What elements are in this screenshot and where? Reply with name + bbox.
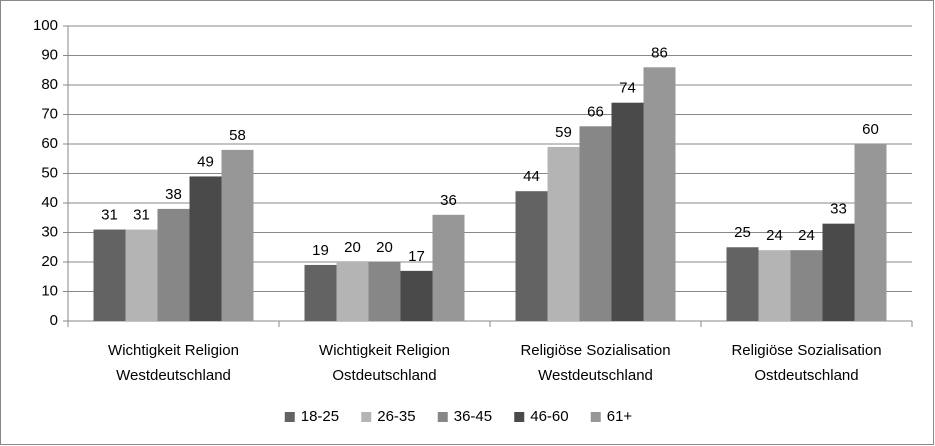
y-tick-label: 20	[41, 253, 58, 270]
data-label: 60	[862, 121, 879, 138]
y-tick-label: 10	[41, 282, 58, 299]
x-tick-label: Ostdeutschland	[332, 367, 436, 384]
x-tick-label: Religiöse Sozialisation	[731, 342, 881, 359]
x-tick-label: Religiöse Sozialisation	[520, 342, 670, 359]
bar	[822, 223, 855, 321]
bar	[726, 247, 759, 321]
legend-swatch	[514, 412, 525, 422]
data-label: 49	[197, 153, 214, 170]
y-tick-label: 30	[41, 223, 58, 240]
x-tick-label: Westdeutschland	[538, 367, 653, 384]
data-label: 59	[555, 124, 572, 141]
data-label: 19	[312, 242, 329, 259]
data-label: 86	[651, 44, 668, 61]
legend-label: 61+	[607, 408, 633, 425]
data-label: 66	[587, 103, 604, 120]
legend-label: 46-60	[530, 408, 568, 425]
x-tick-label: Westdeutschland	[116, 367, 231, 384]
bar	[304, 264, 337, 321]
y-tick-label: 50	[41, 164, 58, 181]
legend-label: 36-45	[454, 408, 492, 425]
bar	[93, 229, 126, 321]
bar	[547, 146, 580, 321]
bar	[125, 229, 158, 321]
legend-swatch	[361, 412, 372, 422]
bar	[515, 191, 548, 321]
data-label: 24	[798, 227, 815, 244]
y-tick-label: 90	[41, 46, 58, 63]
bar	[157, 208, 190, 321]
bar	[189, 176, 222, 321]
y-tick-label: 60	[41, 135, 58, 152]
bar	[368, 262, 401, 321]
y-tick-label: 100	[33, 17, 58, 34]
legend-swatch	[284, 412, 295, 422]
bar	[758, 250, 791, 321]
legend-swatch	[590, 412, 601, 422]
bar	[400, 270, 433, 321]
data-label: 20	[344, 239, 361, 256]
data-label: 31	[133, 207, 150, 224]
data-label: 17	[408, 248, 425, 265]
x-tick-label: Ostdeutschland	[754, 367, 858, 384]
data-label: 25	[734, 224, 751, 241]
x-tick-label: Wichtigkeit Religion	[319, 342, 450, 359]
legend-label: 26-35	[377, 408, 415, 425]
data-label: 38	[165, 186, 182, 203]
data-label: 36	[440, 192, 457, 209]
y-tick-label: 70	[41, 105, 58, 122]
y-tick-label: 40	[41, 194, 58, 211]
bar	[432, 214, 465, 321]
y-tick-label: 80	[41, 76, 58, 93]
data-label: 58	[229, 127, 246, 144]
data-label: 44	[523, 168, 540, 185]
bar	[611, 102, 644, 321]
data-label: 74	[619, 80, 636, 97]
data-label: 33	[830, 201, 847, 218]
data-label: 24	[766, 227, 783, 244]
legend-label: 18-25	[301, 408, 339, 425]
x-tick-label: Wichtigkeit Religion	[108, 342, 239, 359]
bar	[221, 149, 254, 321]
data-label: 20	[376, 239, 393, 256]
bar	[336, 262, 369, 321]
legend-swatch	[437, 412, 448, 422]
bar	[790, 250, 823, 321]
bar	[579, 126, 612, 321]
bar	[643, 67, 676, 321]
data-label: 31	[101, 207, 118, 224]
y-tick-label: 0	[50, 312, 58, 329]
bar	[854, 144, 887, 321]
